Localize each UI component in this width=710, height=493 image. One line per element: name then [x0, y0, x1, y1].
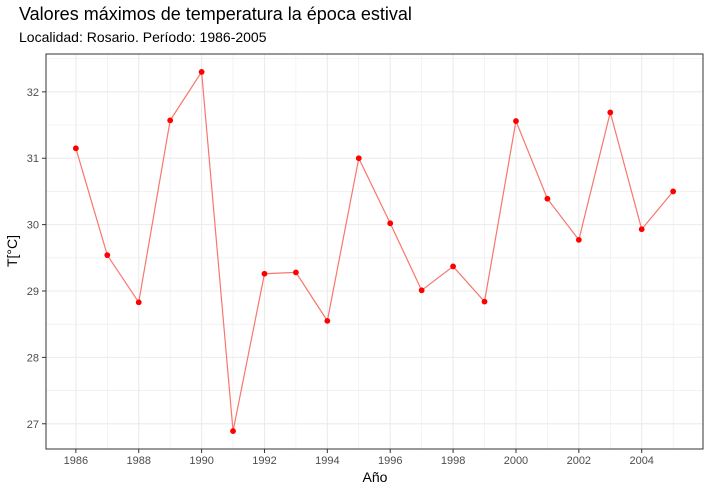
data-point: [418, 287, 425, 294]
data-point: [544, 195, 551, 202]
x-tick-label: 1998: [441, 455, 465, 467]
data-point: [670, 188, 677, 195]
x-tick-label: 1992: [252, 455, 276, 467]
data-point: [230, 428, 236, 434]
data-point: [387, 220, 394, 227]
y-tick-label: 29: [27, 286, 39, 298]
series-layer: [72, 69, 677, 434]
data-point: [638, 226, 645, 233]
x-tick-label: 1990: [189, 455, 213, 467]
x-tick-label: 1988: [126, 455, 150, 467]
x-tick-label: 2002: [567, 455, 591, 467]
y-tick-label: 32: [27, 87, 39, 99]
y-tick-label: 30: [27, 220, 39, 232]
data-point: [355, 155, 362, 162]
data-point: [575, 236, 582, 243]
data-point: [72, 145, 79, 152]
data-point: [198, 69, 205, 75]
data-point: [104, 252, 111, 259]
x-tick-label: 1996: [378, 455, 402, 467]
data-point: [607, 109, 614, 116]
y-axis-title: T[°C]: [4, 235, 20, 267]
data-point: [481, 298, 488, 305]
x-tick-label: 2000: [504, 455, 528, 467]
data-point: [293, 269, 299, 276]
major-gridlines: [46, 54, 703, 449]
series-line: [75, 70, 674, 432]
data-point: [135, 299, 142, 306]
axis-ticks: [42, 91, 643, 453]
x-tick-label: 1994: [315, 455, 339, 467]
minor-gridlines: [46, 54, 703, 449]
data-point: [450, 263, 456, 270]
x-tick-label: 1986: [64, 455, 88, 467]
chart-title: Valores máximos de temperatura la época …: [19, 4, 412, 24]
chart-subtitle: Localidad: Rosario. Período: 1986-2005: [19, 29, 267, 45]
y-tick-label: 28: [27, 352, 39, 364]
x-tick-label: 2004: [629, 455, 653, 467]
y-tick-label: 27: [27, 419, 39, 431]
data-point: [261, 270, 268, 277]
data-point: [167, 117, 174, 124]
data-point: [513, 118, 519, 124]
axis-tick-labels: 1986 1988 1990 1992 1994 1996 1998 2000 2002 2004…: [27, 87, 654, 467]
data-point: [324, 317, 331, 324]
x-axis-title: Año: [363, 469, 388, 485]
y-tick-label: 31: [27, 153, 39, 165]
panel-border: [45, 53, 704, 450]
